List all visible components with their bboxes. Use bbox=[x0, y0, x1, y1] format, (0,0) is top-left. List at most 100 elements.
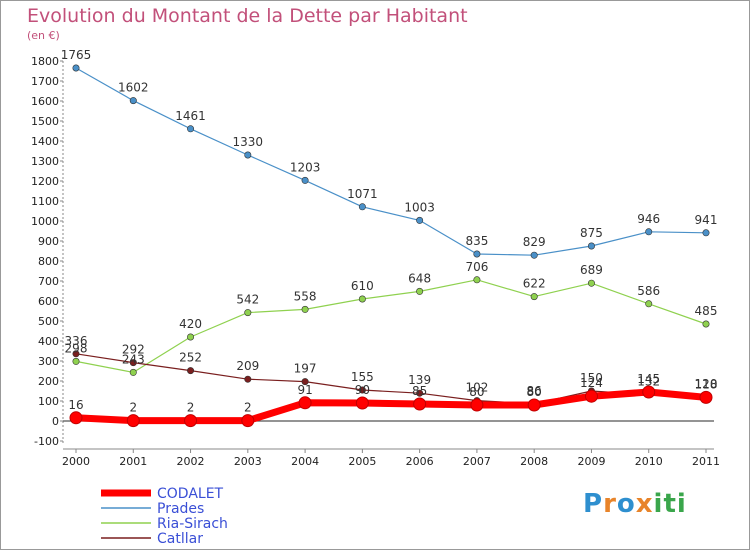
y-tick-label: 900 bbox=[38, 235, 59, 248]
data-label: 1003 bbox=[404, 200, 435, 214]
data-point bbox=[72, 357, 80, 365]
legend-label-codalet: CODALET bbox=[157, 486, 224, 502]
data-label: 835 bbox=[465, 234, 488, 248]
data-label: 622 bbox=[523, 277, 546, 291]
data-point bbox=[129, 359, 137, 367]
data-point bbox=[187, 333, 195, 341]
data-label: 558 bbox=[294, 289, 317, 303]
data-point bbox=[587, 242, 595, 250]
y-tick-label: 1600 bbox=[31, 95, 59, 108]
data-point bbox=[298, 396, 312, 410]
data-label: 941 bbox=[695, 213, 718, 227]
data-label: 1461 bbox=[175, 109, 206, 123]
data-label: 1765 bbox=[61, 48, 92, 62]
legend-label-prades: Prades bbox=[157, 501, 204, 517]
y-tick-label: 100 bbox=[38, 395, 59, 408]
data-point bbox=[244, 375, 252, 383]
data-label: 1203 bbox=[290, 160, 321, 174]
data-point bbox=[72, 350, 80, 358]
data-point bbox=[702, 229, 710, 237]
y-tick-label: 600 bbox=[38, 295, 59, 308]
data-label: 243 bbox=[122, 352, 145, 366]
data-label: 829 bbox=[523, 235, 546, 249]
data-point bbox=[184, 414, 198, 428]
data-point bbox=[416, 216, 424, 224]
data-label: 1602 bbox=[118, 81, 149, 95]
data-label: 80 bbox=[527, 385, 542, 399]
y-tick-label: -100 bbox=[34, 435, 59, 448]
y-tick-label: 800 bbox=[38, 255, 59, 268]
data-point bbox=[301, 176, 309, 184]
y-tick-label: 200 bbox=[38, 375, 59, 388]
legend-label-ria-sirach: Ria-Sirach bbox=[157, 516, 228, 532]
y-tick-label: 1000 bbox=[31, 215, 59, 228]
data-point bbox=[187, 125, 195, 133]
data-point bbox=[358, 386, 366, 394]
data-label: 2 bbox=[187, 401, 195, 415]
data-point bbox=[645, 228, 653, 236]
proxiti-logo[interactable]: Proxiti bbox=[583, 489, 687, 519]
data-label: 586 bbox=[637, 284, 660, 298]
data-point bbox=[358, 203, 366, 211]
x-tick-label: 2001 bbox=[119, 455, 147, 468]
data-label: 2 bbox=[244, 401, 252, 415]
data-label: 946 bbox=[637, 212, 660, 226]
data-point bbox=[645, 300, 653, 308]
x-tick-label: 2007 bbox=[463, 455, 491, 468]
series-line-catllar bbox=[75, 353, 707, 405]
data-label: 875 bbox=[580, 226, 603, 240]
data-label: 689 bbox=[580, 263, 603, 277]
data-label: 292 bbox=[122, 343, 145, 357]
y-tick-label: 1200 bbox=[31, 175, 59, 188]
data-label: 197 bbox=[294, 362, 317, 376]
data-point bbox=[702, 320, 710, 328]
data-point bbox=[584, 389, 598, 403]
data-point bbox=[69, 411, 83, 425]
x-tick-label: 2002 bbox=[177, 455, 205, 468]
y-tick-label: 1100 bbox=[31, 195, 59, 208]
data-point bbox=[355, 396, 369, 410]
y-tick-label: 1700 bbox=[31, 75, 59, 88]
data-label: 542 bbox=[236, 293, 259, 307]
data-label: 1071 bbox=[347, 187, 378, 201]
legend-label-catllar: Catllar bbox=[157, 531, 203, 547]
data-label: 209 bbox=[236, 359, 259, 373]
x-tick-label: 2011 bbox=[692, 455, 720, 468]
y-tick-label: 1500 bbox=[31, 115, 59, 128]
data-label: 1330 bbox=[233, 135, 264, 149]
x-tick-label: 2009 bbox=[577, 455, 605, 468]
y-tick-label: 1800 bbox=[31, 55, 59, 68]
y-tick-label: 400 bbox=[38, 335, 59, 348]
data-label: 2 bbox=[129, 401, 137, 415]
x-tick-label: 2008 bbox=[520, 455, 548, 468]
data-point bbox=[527, 398, 541, 412]
data-label: 145 bbox=[637, 372, 660, 386]
data-point bbox=[473, 276, 481, 284]
data-label: 102 bbox=[465, 381, 488, 395]
data-point bbox=[473, 250, 481, 258]
data-point bbox=[416, 287, 424, 295]
series-line-prades bbox=[75, 67, 707, 256]
data-label: 124 bbox=[580, 376, 603, 390]
data-point bbox=[642, 385, 656, 399]
data-label: 648 bbox=[408, 271, 431, 285]
data-label: 90 bbox=[355, 383, 370, 397]
chart-unit-label: (en €) bbox=[27, 29, 60, 42]
chart-title: Evolution du Montant de la Dette par Hab… bbox=[27, 5, 468, 27]
data-point bbox=[416, 389, 424, 397]
data-point bbox=[126, 414, 140, 428]
x-tick-label: 2005 bbox=[348, 455, 376, 468]
data-label: 610 bbox=[351, 279, 374, 293]
y-tick-label: 1300 bbox=[31, 155, 59, 168]
data-label: 155 bbox=[351, 370, 374, 384]
data-point bbox=[358, 295, 366, 303]
y-tick-label: 700 bbox=[38, 275, 59, 288]
y-tick-label: 300 bbox=[38, 355, 59, 368]
data-label: 132 bbox=[637, 375, 660, 389]
data-label: 91 bbox=[297, 383, 312, 397]
data-label: 139 bbox=[408, 373, 431, 387]
x-tick-label: 2003 bbox=[234, 455, 262, 468]
data-point bbox=[699, 390, 713, 404]
